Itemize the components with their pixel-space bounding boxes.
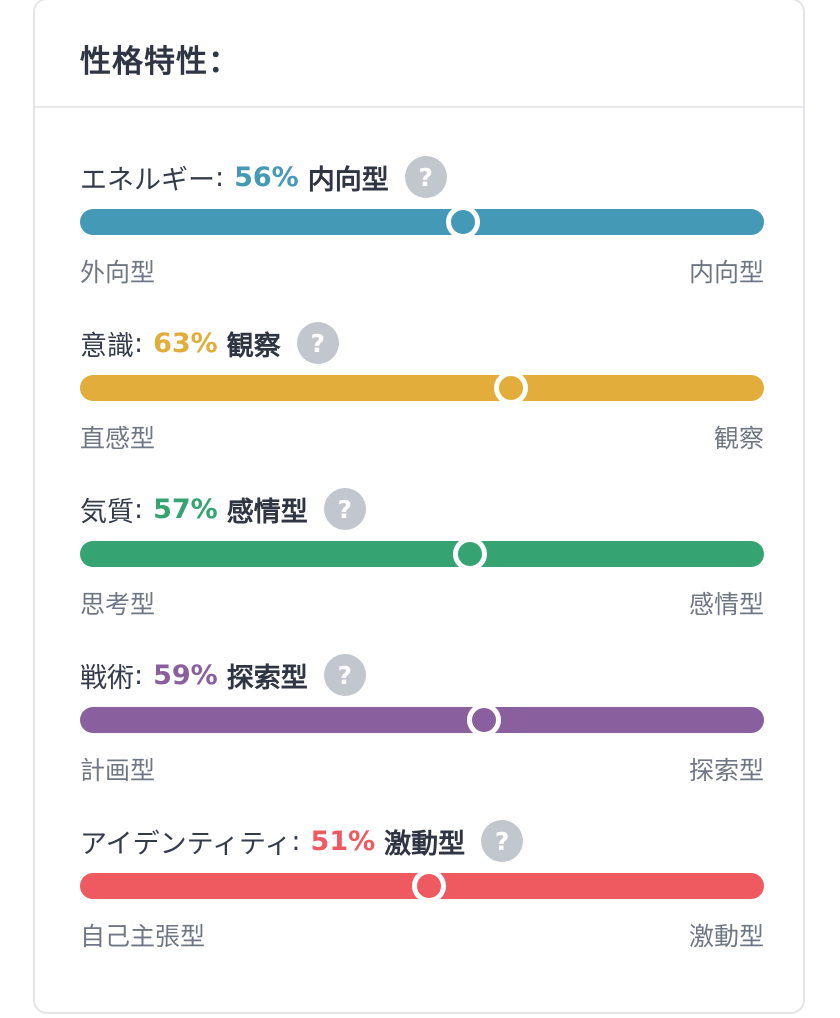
trait-identity: アイデンティティ : 51% 激動型 ? 自己主張型 激動型 [80, 820, 764, 951]
trait-nature: 気質 : 57% 感情型 ? 思考型 感情型 [80, 488, 764, 619]
trait-slider-knob[interactable] [466, 703, 501, 737]
trait-colon: : [134, 327, 144, 359]
personality-traits-card: 性格特性： エネルギー : 56% 内向型 ? 外向型 内向型 意識 : 63%… [33, 0, 805, 1014]
help-icon[interactable]: ? [481, 820, 524, 862]
trait-label-row: エネルギー : 56% 内向型 ? [80, 156, 447, 198]
trait-left-label: 外向型 [80, 258, 156, 287]
trait-mind: 意識 : 63% 観察 ? 直感型 観察 [80, 322, 764, 453]
trait-slider-knob[interactable] [493, 371, 528, 405]
trait-name: アイデンティティ [80, 828, 292, 860]
trait-left-label: 直感型 [80, 424, 156, 453]
card-header: 性格特性： [35, 0, 803, 108]
trait-slider-knob[interactable] [411, 869, 446, 903]
trait-right-label: 観察 [713, 424, 764, 453]
trait-slider-track [80, 371, 764, 405]
trait-colon: : [291, 825, 301, 857]
trait-label-row: 戦術 : 59% 探索型 ? [80, 654, 366, 696]
trait-label-row: 気質 : 57% 感情型 ? [80, 488, 366, 530]
trait-colon: : [134, 659, 144, 691]
trait-left-label: 思考型 [80, 590, 156, 619]
help-icon[interactable]: ? [404, 156, 447, 198]
trait-right-label: 感情型 [688, 590, 764, 619]
trait-percent: 57% [153, 493, 218, 525]
trait-left-label: 自己主張型 [80, 922, 206, 951]
trait-right-label: 激動型 [688, 922, 764, 951]
trait-slider-knob[interactable] [452, 537, 487, 571]
trait-label-row: 意識 : 63% 観察 ? [80, 322, 339, 364]
trait-label-row: アイデンティティ : 51% 激動型 ? [80, 820, 524, 862]
trait-colon: : [134, 493, 144, 525]
trait-result: 内向型 [307, 164, 389, 196]
trait-right-label: 内向型 [688, 258, 764, 287]
trait-result: 感情型 [226, 496, 308, 528]
help-icon[interactable]: ? [323, 654, 366, 696]
trait-name: エネルギー [80, 164, 215, 196]
trait-percent: 56% [234, 161, 299, 193]
trait-slider-track [80, 537, 764, 571]
trait-slider-knob[interactable] [446, 205, 481, 239]
trait-colon: : [215, 161, 225, 193]
trait-tactics: 戦術 : 59% 探索型 ? 計画型 探索型 [80, 654, 764, 785]
help-icon[interactable]: ? [296, 322, 339, 364]
help-icon[interactable]: ? [323, 488, 366, 530]
trait-result: 探索型 [226, 662, 308, 694]
trait-percent: 51% [310, 825, 376, 857]
trait-result: 激動型 [384, 828, 466, 860]
trait-slider-track [80, 869, 764, 903]
trait-percent: 59% [153, 659, 218, 691]
trait-percent: 63% [153, 327, 218, 359]
trait-result: 観察 [226, 330, 281, 362]
card-title: 性格特性： [80, 44, 240, 80]
trait-right-label: 探索型 [688, 756, 764, 785]
trait-left-label: 計画型 [80, 756, 156, 785]
trait-name: 意識 [80, 330, 134, 362]
trait-slider-track [80, 205, 764, 239]
trait-energy: エネルギー : 56% 内向型 ? 外向型 内向型 [80, 156, 764, 287]
trait-name: 気質 [80, 496, 134, 528]
trait-slider-track [80, 703, 764, 737]
trait-name: 戦術 [80, 662, 134, 694]
